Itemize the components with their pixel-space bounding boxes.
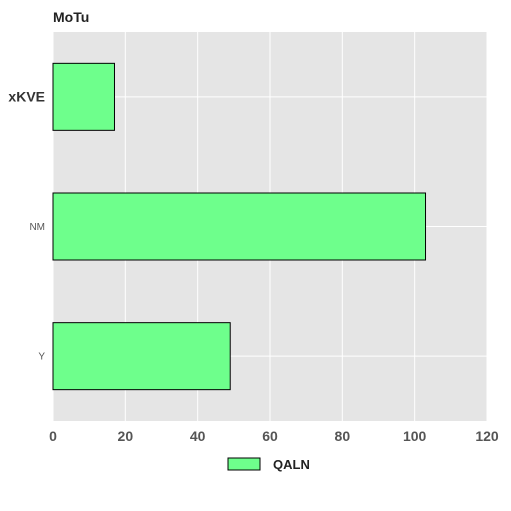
- bar-nm: [52, 192, 427, 261]
- y-tick-label: NM: [29, 222, 45, 233]
- legend-label: QALN: [273, 457, 310, 472]
- x-tick-label: 100: [403, 428, 427, 444]
- y-tick-labels: xKVE NM Y: [8, 89, 45, 363]
- legend: QALN: [227, 457, 310, 472]
- x-tick-label: 60: [262, 428, 278, 444]
- x-tick-labels: 0 20 40 60 80 100 120: [49, 428, 499, 444]
- bars: [52, 62, 427, 391]
- y-tick-label: xKVE: [8, 89, 45, 105]
- bar-y: [52, 322, 231, 391]
- x-tick-label: 80: [335, 428, 351, 444]
- x-tick-label: 40: [190, 428, 206, 444]
- x-tick-label: 20: [118, 428, 134, 444]
- y-tick-label: Y: [38, 352, 45, 363]
- chart-title: MoTu: [53, 9, 89, 25]
- legend-swatch: [227, 457, 261, 471]
- x-tick-label: 0: [49, 428, 57, 444]
- bar-xkve: [52, 62, 115, 131]
- x-tick-label: 120: [475, 428, 499, 444]
